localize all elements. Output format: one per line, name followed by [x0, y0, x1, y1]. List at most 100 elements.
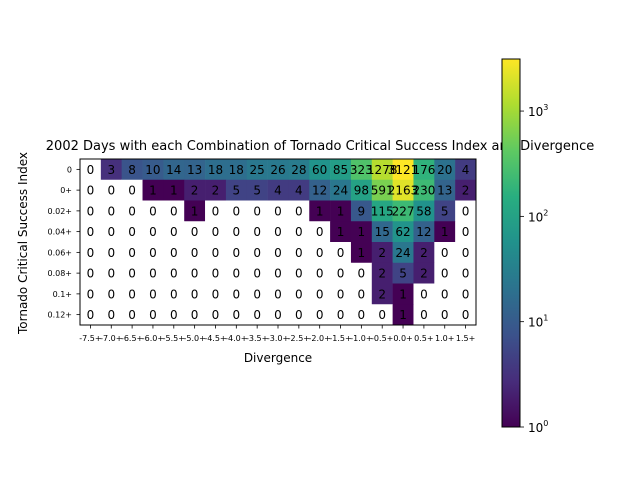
cell-value-label: 115 — [371, 204, 394, 218]
heatmap-cell — [330, 242, 352, 264]
cell-value-label: 1 — [337, 204, 345, 218]
cell-value-label: 0 — [191, 246, 199, 260]
heatmap-cell — [413, 200, 435, 222]
heatmap-cell — [142, 200, 164, 222]
x-tick-label: -4.0+ — [225, 334, 247, 343]
heatmap-cell — [288, 262, 310, 284]
heatmap-cell — [121, 221, 143, 243]
heatmap-cell — [121, 200, 143, 222]
cell-value-label: 0 — [87, 204, 95, 218]
heatmap-cell — [121, 304, 143, 326]
cell-value-label: 24 — [395, 246, 410, 260]
heatmap-cell — [205, 159, 227, 181]
cell-value-label: 0 — [212, 267, 220, 281]
cell-value-label: 0 — [232, 287, 240, 301]
heatmap-cell — [392, 283, 414, 305]
heatmap-cell — [246, 221, 268, 243]
cell-value-label: 8 — [128, 163, 136, 177]
cell-value-label: 0 — [212, 204, 220, 218]
heatmap-cell — [455, 262, 477, 284]
cell-value-label: 0 — [358, 308, 366, 322]
heatmap-cell — [80, 159, 102, 181]
cell-value-label: 0 — [274, 225, 282, 239]
heatmap-cell — [350, 242, 373, 264]
cell-value-label: 0 — [149, 308, 157, 322]
cell-value-label: 0 — [87, 246, 95, 260]
heatmap-cell — [80, 242, 102, 264]
cell-value-label: 0 — [232, 204, 240, 218]
heatmap-cell — [142, 179, 164, 201]
heatmap-cell — [80, 262, 102, 284]
heatmap-cell — [309, 262, 331, 284]
heatmap-cell — [392, 221, 414, 243]
cell-value-label: 0 — [149, 287, 157, 301]
heatmap-cell — [142, 262, 164, 284]
heatmap-cell — [246, 159, 268, 181]
cell-value-label: 4 — [295, 184, 303, 198]
heatmap-cell — [163, 304, 185, 326]
heatmap-cell — [267, 221, 289, 243]
cell-value-label: 0 — [274, 287, 282, 301]
x-tick-label: -1.5+ — [329, 334, 351, 343]
heatmap-cell — [371, 262, 393, 284]
heatmap-cell — [100, 262, 122, 284]
cell-value-label: 0 — [337, 267, 345, 281]
cell-value-label: 0 — [274, 267, 282, 281]
heatmap-cell — [163, 242, 185, 264]
cell-value-label: 0 — [232, 267, 240, 281]
heatmap-cell — [267, 159, 289, 181]
heatmap-cell — [392, 304, 414, 326]
heatmap-cell — [413, 304, 435, 326]
heatmap-cell — [184, 242, 206, 264]
cell-value-label: 28 — [291, 163, 306, 177]
cell-value-label: 0 — [170, 287, 178, 301]
heatmap-cell — [184, 221, 206, 243]
cell-value-label: 0 — [295, 204, 303, 218]
cell-value-label: 1 — [149, 184, 157, 198]
heatmap-cell — [413, 159, 435, 181]
heatmap-cell — [288, 159, 310, 181]
cell-value-label: 0 — [462, 204, 470, 218]
cell-value-label: 0 — [212, 287, 220, 301]
heatmap-cell — [205, 200, 227, 222]
cell-value-label: 0 — [149, 267, 157, 281]
heatmap-cell — [121, 262, 143, 284]
heatmap-cell — [371, 159, 393, 181]
heatmap-cell — [309, 304, 331, 326]
heatmap-cell — [225, 200, 248, 222]
heatmap-cell — [330, 304, 352, 326]
colorbar-tick-label: 102 — [528, 208, 548, 224]
y-tick-label: 0+ — [60, 186, 72, 195]
cell-value-label: 0 — [87, 163, 95, 177]
cell-value-label: 2 — [378, 246, 386, 260]
heatmap-cell — [246, 262, 268, 284]
heatmap-cell — [80, 221, 102, 243]
heatmap-cell — [205, 304, 227, 326]
heatmap-cell — [371, 304, 393, 326]
cell-value-label: 2163 — [388, 184, 419, 198]
cell-value-label: 0 — [462, 225, 470, 239]
x-tick-label: 1.5+ — [456, 334, 475, 343]
x-tick-label: -5.0+ — [183, 334, 205, 343]
heatmap-cell — [309, 159, 331, 181]
x-tick-label: 0.5+ — [414, 334, 433, 343]
heatmap-cell — [413, 221, 435, 243]
heatmap-cell — [184, 179, 206, 201]
cell-value-label: 0 — [420, 287, 428, 301]
heatmap-cell — [330, 200, 352, 222]
heatmap-cell — [434, 179, 456, 201]
cell-value-label: 24 — [333, 184, 348, 198]
cell-value-label: 0 — [462, 287, 470, 301]
y-tick-label: 0 — [67, 165, 72, 174]
cell-value-label: 0 — [274, 246, 282, 260]
heatmap-cell — [350, 283, 373, 305]
cell-value-label: 1 — [337, 225, 345, 239]
heatmap-cell — [100, 283, 122, 305]
heatmap-cell — [288, 200, 310, 222]
cell-value-label: 0 — [149, 246, 157, 260]
cell-value-label: 0 — [149, 204, 157, 218]
heatmap-cell — [309, 242, 331, 264]
heatmap-cell — [413, 262, 435, 284]
cell-value-label: 5 — [399, 267, 407, 281]
heatmap-cell — [205, 221, 227, 243]
